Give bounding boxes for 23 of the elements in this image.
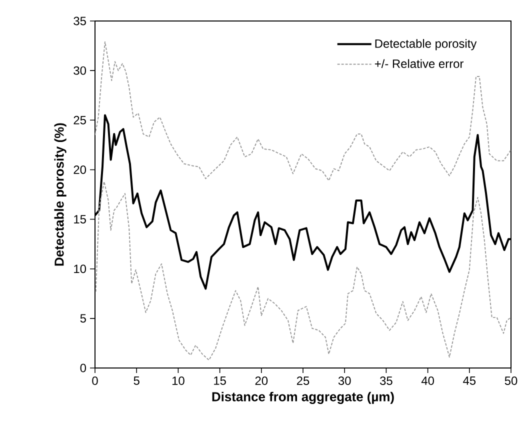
y-tick-label: 30 bbox=[74, 66, 86, 75]
x-tick-label: 50 bbox=[504, 376, 518, 385]
legend-label: +/- Relative error bbox=[374, 59, 464, 68]
x-tick-label: 40 bbox=[421, 376, 434, 385]
x-tick-label: 5 bbox=[134, 376, 140, 385]
y-tick-label: 10 bbox=[74, 264, 86, 274]
y-tick-label: 25 bbox=[74, 116, 86, 124]
y-tick-label: 20 bbox=[74, 165, 86, 174]
legend-label: Detectable porosity bbox=[375, 39, 477, 50]
x-tick-label: 10 bbox=[172, 376, 184, 385]
y-tick-label: 0 bbox=[80, 364, 86, 372]
x-tick-label: 30 bbox=[338, 376, 351, 385]
y-tick-label: 35 bbox=[74, 16, 86, 26]
x-tick-label: 20 bbox=[255, 376, 268, 385]
x-tick-label: 25 bbox=[296, 376, 310, 385]
y-axis-title: Detectable porosity (%) bbox=[54, 123, 66, 266]
x-tick-label: 15 bbox=[214, 376, 226, 385]
x-tick-label: 0 bbox=[92, 376, 98, 385]
y-tick-label: 5 bbox=[80, 314, 86, 323]
x-tick-label: 45 bbox=[463, 376, 476, 385]
x-tick-label: 35 bbox=[380, 376, 392, 385]
y-tick-label: 15 bbox=[74, 215, 86, 224]
x-axis-title: Distance from aggregate (µm) bbox=[212, 392, 394, 404]
